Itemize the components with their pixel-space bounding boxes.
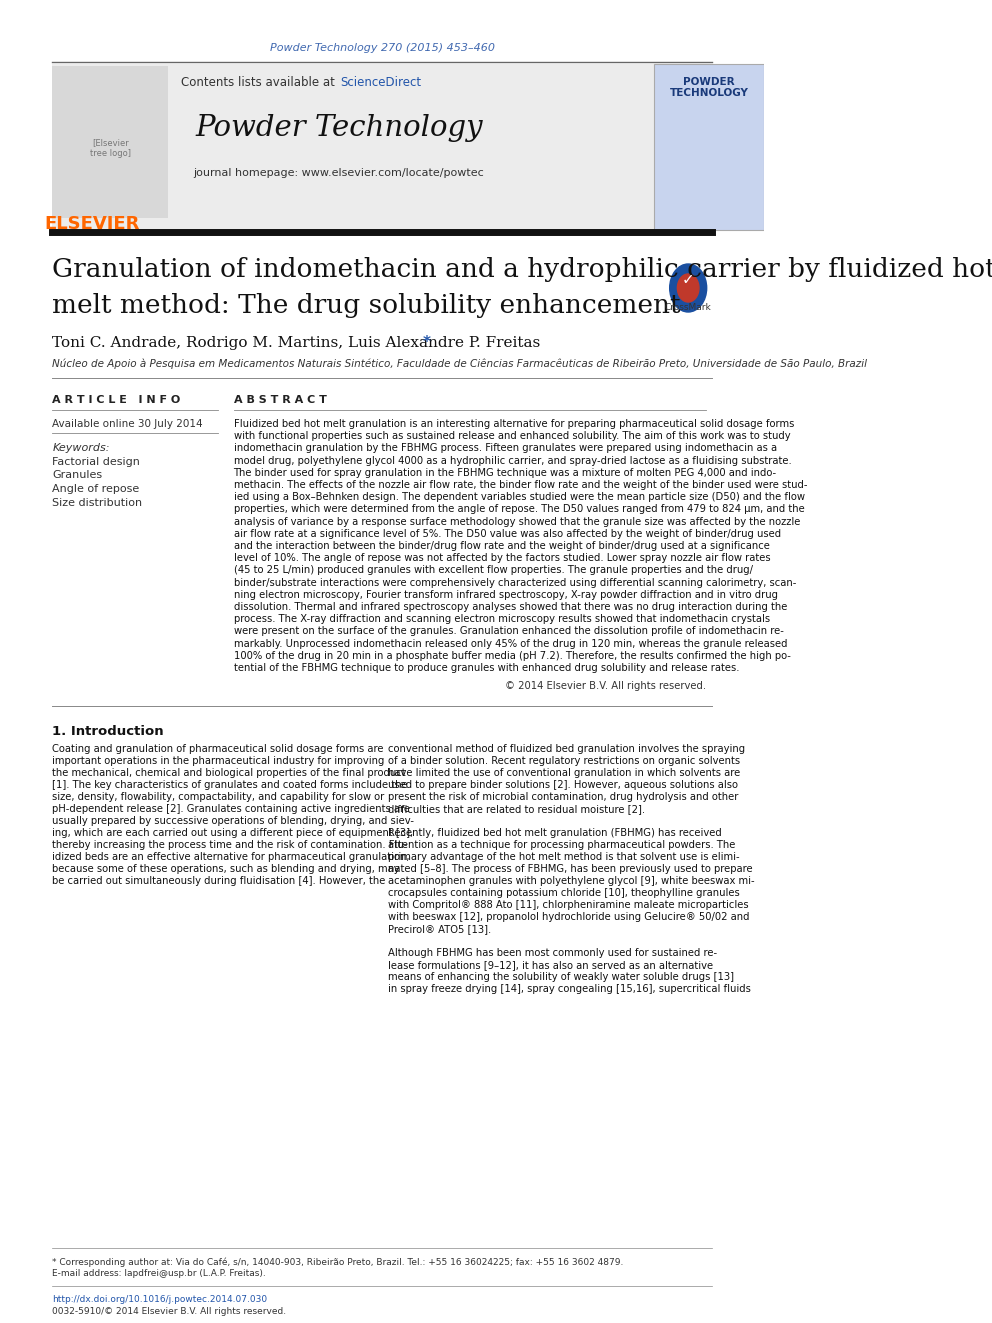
Text: acetaminophen granules with polyethylene glycol [9], white beeswax mi-: acetaminophen granules with polyethylene… — [388, 876, 754, 886]
Text: idized beds are an effective alternative for pharmaceutical granulation,: idized beds are an effective alternative… — [53, 852, 410, 863]
Text: ning electron microscopy, Fourier transform infrared spectroscopy, X-ray powder : ning electron microscopy, Fourier transf… — [233, 590, 778, 599]
Text: Granulation of indomethacin and a hydrophilic carrier by fluidized hot: Granulation of indomethacin and a hydrop… — [53, 258, 992, 283]
Text: (45 to 25 L/min) produced granules with excellent flow properties. The granule p: (45 to 25 L/min) produced granules with … — [233, 565, 753, 576]
Text: Powder Technology: Powder Technology — [195, 114, 483, 142]
Text: tential of the FBHMG technique to produce granules with enhanced drug solubility: tential of the FBHMG technique to produc… — [233, 663, 739, 673]
Text: crocapsules containing potassium chloride [10], theophylline granules: crocapsules containing potassium chlorid… — [388, 888, 739, 898]
Text: Coating and granulation of pharmaceutical solid dosage forms are: Coating and granulation of pharmaceutica… — [53, 745, 384, 754]
Text: of a binder solution. Recent regulatory restrictions on organic solvents: of a binder solution. Recent regulatory … — [388, 757, 740, 766]
Text: present the risk of microbial contamination, drug hydrolysis and other: present the risk of microbial contaminat… — [388, 792, 738, 802]
Text: Granules: Granules — [53, 471, 102, 480]
Text: Fluidized bed hot melt granulation is an interesting alternative for preparing p: Fluidized bed hot melt granulation is an… — [233, 419, 794, 429]
Text: * Corresponding author at: Via do Café, s/n, 14040-903, Ribeirão Preto, Brazil. : * Corresponding author at: Via do Café, … — [53, 1257, 624, 1266]
Text: 100% of the drug in 20 min in a phosphate buffer media (pH 7.2). Therefore, the : 100% of the drug in 20 min in a phosphat… — [233, 651, 791, 660]
Text: [1]. The key characteristics of granulates and coated forms include the: [1]. The key characteristics of granulat… — [53, 781, 408, 790]
Text: Precirol® ATO5 [13].: Precirol® ATO5 [13]. — [388, 925, 491, 934]
Text: properties, which were determined from the angle of repose. The D50 values range: properties, which were determined from t… — [233, 504, 805, 515]
Text: A B S T R A C T: A B S T R A C T — [233, 396, 326, 405]
Text: melt method: The drug solubility enhancement: melt method: The drug solubility enhance… — [53, 292, 681, 318]
Text: The binder used for spray granulation in the FBHMG technique was a mixture of mo: The binder used for spray granulation in… — [233, 468, 777, 478]
Text: lease formulations [9–12], it has also an served as an alternative: lease formulations [9–12], it has also a… — [388, 960, 713, 970]
Text: binder/substrate interactions were comprehensively characterized using different: binder/substrate interactions were compr… — [233, 578, 796, 587]
Text: model drug, polyethylene glycol 4000 as a hydrophilic carrier, and spray-dried l: model drug, polyethylene glycol 4000 as … — [233, 455, 792, 466]
Text: Although FBHMG has been most commonly used for sustained re-: Although FBHMG has been most commonly us… — [388, 949, 717, 958]
Text: POWDER: POWDER — [683, 77, 735, 87]
Text: primary advantage of the hot melt method is that solvent use is elimi-: primary advantage of the hot melt method… — [388, 852, 739, 863]
Text: important operations in the pharmaceutical industry for improving: important operations in the pharmaceutic… — [53, 757, 385, 766]
Text: have limited the use of conventional granulation in which solvents are: have limited the use of conventional gra… — [388, 769, 740, 778]
Text: Factorial design: Factorial design — [53, 456, 140, 467]
Text: *: * — [423, 336, 431, 351]
Text: with Compritol® 888 Ato [11], chlorpheniramine maleate microparticles: with Compritol® 888 Ato [11], chlorpheni… — [388, 900, 748, 910]
Text: and the interaction between the binder/drug flow rate and the weight of binder/d: and the interaction between the binder/d… — [233, 541, 770, 550]
Text: Núcleo de Apoio à Pesquisa em Medicamentos Naturais Sintético, Faculdade de Ciên: Núcleo de Apoio à Pesquisa em Medicament… — [53, 359, 867, 369]
Text: CrossMark: CrossMark — [665, 303, 711, 312]
Text: ELSEVIER: ELSEVIER — [45, 216, 140, 233]
Text: ied using a Box–Behnken design. The dependent variables studied were the mean pa: ied using a Box–Behnken design. The depe… — [233, 492, 805, 503]
Text: markably. Unprocessed indomethacin released only 45% of the drug in 120 min, whe: markably. Unprocessed indomethacin relea… — [233, 639, 787, 648]
Text: air flow rate at a significance level of 5%. The D50 value was also affected by : air flow rate at a significance level of… — [233, 529, 781, 538]
Text: A R T I C L E   I N F O: A R T I C L E I N F O — [53, 396, 181, 405]
Text: process. The X-ray diffraction and scanning electron microscopy results showed t: process. The X-ray diffraction and scann… — [233, 614, 770, 624]
Text: 1. Introduction: 1. Introduction — [53, 725, 164, 738]
Text: thereby increasing the process time and the risk of contamination. Flu-: thereby increasing the process time and … — [53, 840, 408, 851]
Text: nated [5–8]. The process of FBHMG, has been previously used to prepare: nated [5–8]. The process of FBHMG, has b… — [388, 864, 752, 875]
Text: Size distribution: Size distribution — [53, 497, 143, 508]
Text: [Elsevier
tree logo]: [Elsevier tree logo] — [89, 139, 131, 157]
Text: difficulties that are related to residual moisture [2].: difficulties that are related to residua… — [388, 804, 645, 814]
Text: size, density, flowability, compactability, and capability for slow or: size, density, flowability, compactabili… — [53, 792, 385, 802]
Text: Keywords:: Keywords: — [53, 443, 110, 452]
Text: level of 10%. The angle of repose was not affected by the factors studied. Lower: level of 10%. The angle of repose was no… — [233, 553, 770, 564]
Text: attention as a technique for processing pharmaceutical powders. The: attention as a technique for processing … — [388, 840, 735, 851]
Text: 0032-5910/© 2014 Elsevier B.V. All rights reserved.: 0032-5910/© 2014 Elsevier B.V. All right… — [53, 1307, 287, 1316]
Circle shape — [678, 274, 699, 302]
Text: because some of these operations, such as blending and drying, may: because some of these operations, such a… — [53, 864, 400, 875]
Text: journal homepage: www.elsevier.com/locate/powtec: journal homepage: www.elsevier.com/locat… — [193, 168, 484, 179]
Text: in spray freeze drying [14], spray congealing [15,16], supercritical fluids: in spray freeze drying [14], spray conge… — [388, 984, 751, 994]
Text: were present on the surface of the granules. Granulation enhanced the dissolutio: were present on the surface of the granu… — [233, 626, 784, 636]
Text: used to prepare binder solutions [2]. However, aqueous solutions also: used to prepare binder solutions [2]. Ho… — [388, 781, 738, 790]
Text: with functional properties such as sustained release and enhanced solubility. Th: with functional properties such as susta… — [233, 431, 791, 441]
Text: methacin. The effects of the nozzle air flow rate, the binder flow rate and the : methacin. The effects of the nozzle air … — [233, 480, 807, 490]
Text: analysis of variance by a response surface methodology showed that the granule s: analysis of variance by a response surfa… — [233, 516, 800, 527]
Text: pH-dependent release [2]. Granulates containing active ingredients are: pH-dependent release [2]. Granulates con… — [53, 804, 411, 814]
Text: http://dx.doi.org/10.1016/j.powtec.2014.07.030: http://dx.doi.org/10.1016/j.powtec.2014.… — [53, 1295, 268, 1304]
Circle shape — [670, 265, 706, 312]
Text: dissolution. Thermal and infrared spectroscopy analyses showed that there was no: dissolution. Thermal and infrared spectr… — [233, 602, 787, 613]
Text: Powder Technology 270 (2015) 453–460: Powder Technology 270 (2015) 453–460 — [270, 44, 495, 53]
Text: ScienceDirect: ScienceDirect — [340, 75, 421, 89]
Text: with beeswax [12], propanolol hydrochloride using Gelucire® 50/02 and: with beeswax [12], propanolol hydrochlor… — [388, 912, 749, 922]
Bar — [654, 64, 765, 230]
Text: Recently, fluidized bed hot melt granulation (FBHMG) has received: Recently, fluidized bed hot melt granula… — [388, 828, 721, 839]
Text: Contents lists available at: Contents lists available at — [182, 75, 339, 89]
Text: conventional method of fluidized bed granulation involves the spraying: conventional method of fluidized bed gra… — [388, 745, 745, 754]
Text: Available online 30 July 2014: Available online 30 July 2014 — [53, 419, 203, 429]
Text: ing, which are each carried out using a different piece of equipment [3],: ing, which are each carried out using a … — [53, 828, 414, 839]
Text: E-mail address: lapdfrei@usp.br (L.A.P. Freitas).: E-mail address: lapdfrei@usp.br (L.A.P. … — [53, 1270, 266, 1278]
Text: TECHNOLOGY: TECHNOLOGY — [670, 89, 748, 98]
Text: © 2014 Elsevier B.V. All rights reserved.: © 2014 Elsevier B.V. All rights reserved… — [505, 681, 706, 691]
Bar — [53, 66, 168, 218]
Text: indomethacin granulation by the FBHMG process. Fifteen granulates were prepared : indomethacin granulation by the FBHMG pr… — [233, 443, 777, 454]
Text: the mechanical, chemical and biological properties of the final product: the mechanical, chemical and biological … — [53, 769, 406, 778]
Text: Angle of repose: Angle of repose — [53, 484, 140, 493]
Text: usually prepared by successive operations of blending, drying, and siev-: usually prepared by successive operation… — [53, 816, 415, 826]
Text: means of enhancing the solubility of weakly water soluble drugs [13]: means of enhancing the solubility of wea… — [388, 972, 734, 982]
Text: ✓: ✓ — [682, 273, 694, 287]
Text: be carried out simultaneously during fluidisation [4]. However, the: be carried out simultaneously during flu… — [53, 876, 386, 886]
FancyBboxPatch shape — [53, 64, 658, 230]
Text: Toni C. Andrade, Rodrigo M. Martins, Luis Alexandre P. Freitas: Toni C. Andrade, Rodrigo M. Martins, Lui… — [53, 336, 546, 351]
